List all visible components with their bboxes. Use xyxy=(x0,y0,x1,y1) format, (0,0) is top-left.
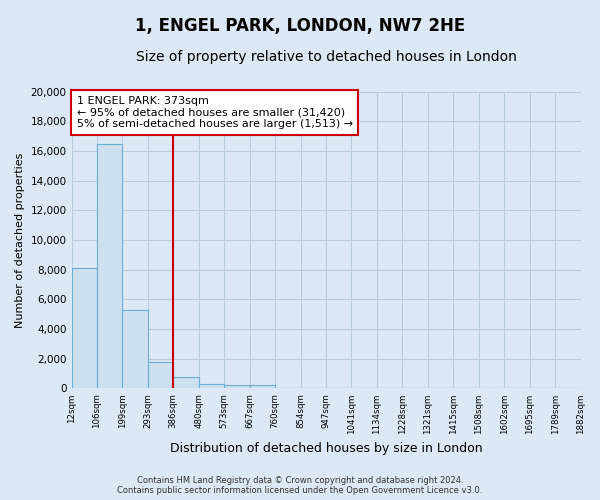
Bar xyxy=(199,384,224,388)
Title: Size of property relative to detached houses in London: Size of property relative to detached ho… xyxy=(136,50,517,64)
Bar xyxy=(122,310,148,388)
Bar xyxy=(71,268,97,388)
X-axis label: Distribution of detached houses by size in London: Distribution of detached houses by size … xyxy=(170,442,482,455)
Text: Contains HM Land Registry data © Crown copyright and database right 2024.
Contai: Contains HM Land Registry data © Crown c… xyxy=(118,476,482,495)
Bar xyxy=(224,384,250,388)
Bar xyxy=(97,144,122,388)
Bar xyxy=(173,378,199,388)
Y-axis label: Number of detached properties: Number of detached properties xyxy=(15,152,25,328)
Bar xyxy=(148,362,173,388)
Text: 1 ENGEL PARK: 373sqm
← 95% of detached houses are smaller (31,420)
5% of semi-de: 1 ENGEL PARK: 373sqm ← 95% of detached h… xyxy=(77,96,353,129)
Text: 1, ENGEL PARK, LONDON, NW7 2HE: 1, ENGEL PARK, LONDON, NW7 2HE xyxy=(135,18,465,36)
Bar xyxy=(250,386,275,388)
